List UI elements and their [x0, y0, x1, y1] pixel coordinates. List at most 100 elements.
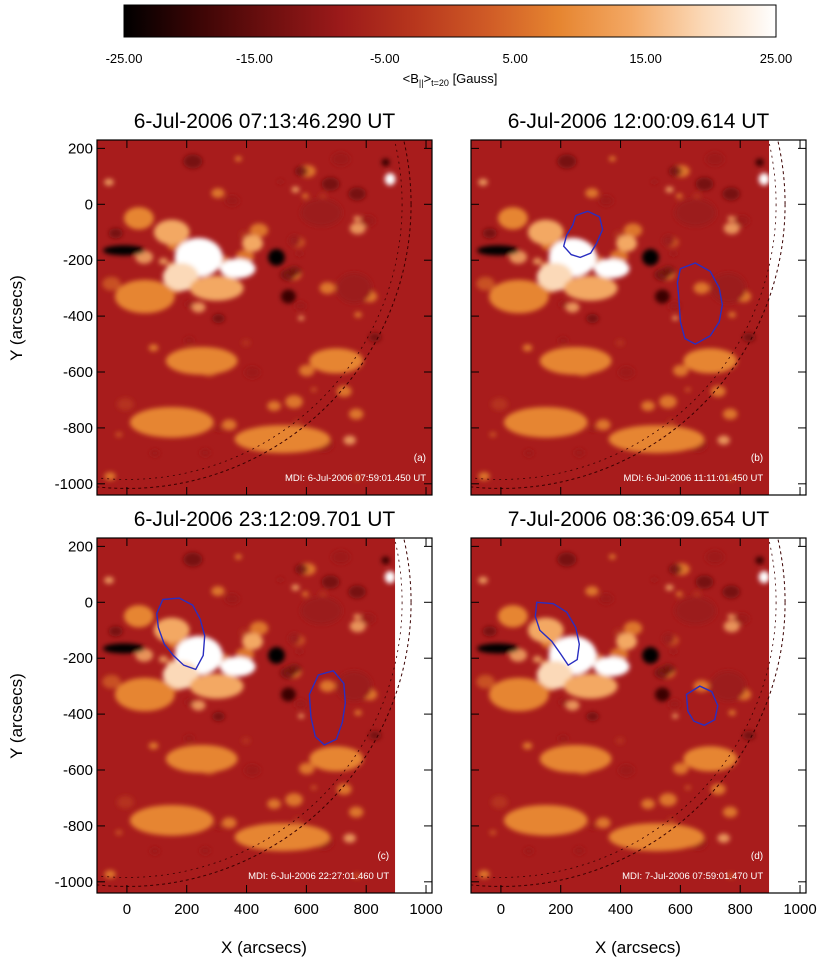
magnetic-speckle: [191, 302, 206, 313]
inner-limb: [97, 140, 403, 480]
positive-polarity-region: [758, 172, 770, 186]
magnetic-speckle: [293, 419, 302, 425]
colorbar-tick-label: -15.00: [236, 51, 273, 66]
magnetic-speckle: [532, 257, 542, 265]
magnetic-speckle: [104, 576, 114, 584]
colorbar-tick-label: -5.00: [370, 51, 400, 66]
magnetic-speckle: [349, 222, 366, 235]
magnetic-speckle: [212, 313, 225, 324]
magnetic-speckle: [728, 709, 736, 716]
magnetic-speckle: [482, 228, 497, 239]
negative-polarity-region: [710, 670, 747, 702]
positive-polarity-region: [536, 262, 573, 291]
magnetic-speckle: [348, 585, 366, 599]
x-tick-label: 1000: [783, 901, 816, 918]
magnetic-speckle: [684, 387, 691, 392]
magnetic-speckle: [654, 268, 670, 281]
positive-polarity-region: [384, 570, 396, 584]
x-tick-label: 600: [294, 901, 319, 918]
magnetic-speckle: [675, 193, 683, 199]
panel-a: 6-Jul-2006 07:13:46.290 UT (a) MDI: 6-Jul-…: [55, 110, 433, 496]
magnetic-speckle: [476, 276, 495, 291]
magnetic-speckle: [277, 179, 284, 185]
magnetic-speckle: [108, 228, 123, 239]
magnetic-speckle: [158, 655, 168, 663]
positive-polarity-region: [758, 570, 770, 584]
panel-title: 6-Jul-2006 07:13:46.290 UT: [134, 110, 396, 133]
magnetic-speckle: [722, 408, 738, 420]
positive-polarity-region: [539, 744, 612, 773]
x-axis-label-left: X (arcsecs): [221, 938, 307, 957]
positive-polarity-region: [234, 425, 331, 454]
y-tick-label: -1000: [55, 476, 93, 493]
mdi-timestamp: MDI: 6-Jul-2006 07:59:01.450 UT: [285, 473, 426, 484]
magnetic-speckle: [618, 764, 635, 777]
magnetic-speckle: [705, 550, 725, 565]
x-tick-label: 400: [234, 901, 259, 918]
magnetic-speckle: [693, 591, 701, 597]
panel-b: 6-Jul-2006 12:00:09.614 UT (b) MDI: 6-Jul-…: [470, 110, 807, 496]
magnetic-speckle: [211, 188, 225, 199]
magnetic-speckle: [319, 282, 336, 294]
positive-polarity-region: [234, 823, 331, 852]
negative-polarity-region: [654, 687, 670, 702]
magnetic-speckle: [368, 730, 382, 741]
panel-title: 6-Jul-2006 23:12:09.701 UT: [134, 508, 396, 531]
magnetic-speckle: [368, 332, 382, 343]
panel-plot-area: [471, 538, 806, 893]
magnetic-speckle: [297, 315, 305, 321]
magnetic-speckle: [478, 178, 488, 186]
magnetic-speckle: [348, 408, 364, 420]
positive-polarity-region: [153, 617, 190, 643]
positive-polarity-region: [123, 207, 154, 230]
positive-polarity-region: [162, 262, 199, 291]
magnetic-speckle: [244, 764, 261, 777]
magnetic-speckle: [618, 366, 635, 379]
magnetic-speckle: [331, 152, 351, 167]
magnetic-speckle: [221, 817, 237, 829]
negative-polarity-region: [476, 643, 519, 654]
magnetic-speckle: [659, 793, 677, 807]
magnetic-speckle: [244, 366, 261, 379]
y-tick-label: -600: [63, 364, 93, 381]
magnetic-speckle: [574, 846, 585, 855]
magnetic-speckle: [667, 419, 676, 425]
positive-polarity-region: [488, 677, 549, 712]
magnetic-speckle: [280, 268, 296, 281]
off-disk-region: [769, 538, 806, 893]
magnetic-speckle: [717, 833, 730, 843]
magnetic-speckle: [742, 332, 756, 343]
magnetic-speckle: [353, 474, 361, 481]
negative-polarity-region: [268, 647, 285, 664]
magnetic-speckle: [509, 250, 528, 264]
magnetic-speckle: [522, 344, 533, 352]
positive-polarity-region: [563, 673, 618, 699]
magnetic-speckle: [670, 649, 677, 655]
magnetic-speckle: [214, 426, 222, 432]
magnetic-speckle: [185, 698, 194, 706]
magnetic-speckle: [727, 474, 735, 481]
panel-d: 7-Jul-2006 08:36:09.654 UT (d) MDI: 7-Jul-…: [470, 508, 817, 918]
inner-limb: [471, 538, 777, 878]
magnetic-speckle: [296, 649, 303, 655]
y-tick-label: -600: [63, 762, 93, 779]
magnetic-speckle: [102, 276, 121, 291]
panel-letter: (c): [377, 851, 389, 862]
magnetic-speckle: [651, 179, 658, 185]
magnetic-speckle: [524, 847, 534, 855]
magnetic-speckle: [684, 785, 691, 790]
positive-polarity-region: [503, 406, 588, 438]
magnetic-speckle: [557, 552, 577, 567]
magnetic-speckle: [267, 400, 281, 412]
magnetic-speckle: [491, 398, 508, 411]
magnetic-speckle: [291, 186, 300, 193]
negative-polarity-region: [102, 245, 145, 256]
y-tick-label: -400: [63, 706, 93, 723]
magnetic-speckle: [319, 680, 336, 692]
positive-polarity-region: [503, 804, 588, 836]
magnetic-speckle: [558, 734, 569, 743]
magnetic-speckle: [135, 250, 154, 264]
panel-c: 6-Jul-2006 23:12:09.701 UT (c) MDI: 6-Jul-…: [55, 508, 443, 918]
positive-polarity-region: [527, 219, 564, 245]
y-tick-label: -800: [63, 818, 93, 835]
